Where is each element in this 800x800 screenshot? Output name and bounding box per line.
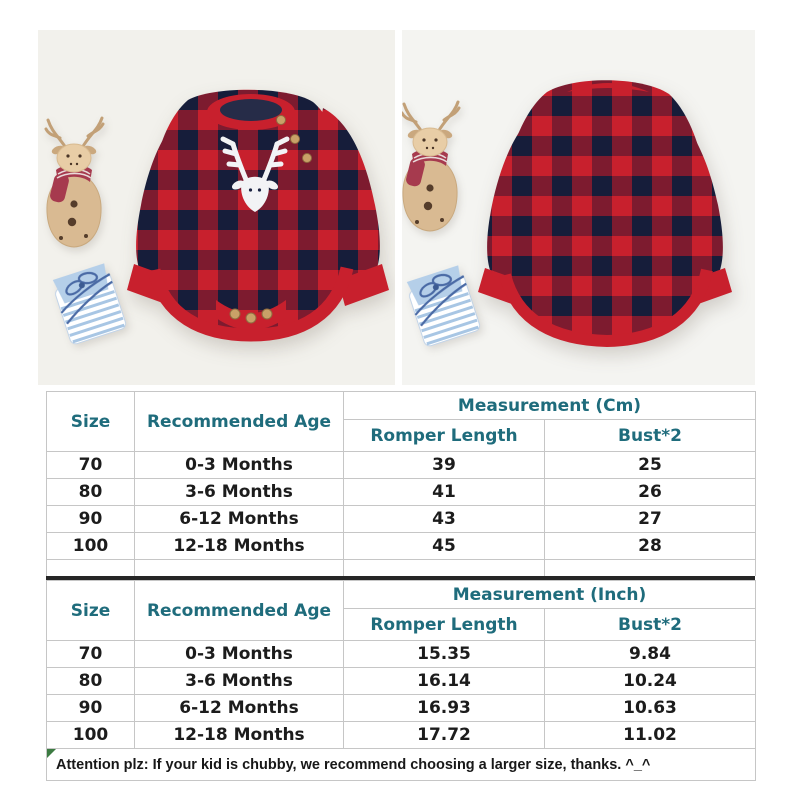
bust-column-header: Bust*2: [544, 419, 756, 452]
cell-size: 80: [46, 667, 135, 695]
table-row: 80 3-6 Months 16.14 10.24: [46, 667, 756, 695]
cell-length: 17.72: [343, 721, 545, 749]
gift-bow-knot: [78, 282, 85, 289]
ornament-face-dots: [66, 154, 82, 166]
ornament-head: [56, 143, 92, 173]
table-header-row: Size Recommended Age Measurement (Inch): [46, 580, 756, 641]
attention-note-text: Attention plz: If your kid is chubby, we…: [56, 756, 651, 773]
size-table-cm: Size Recommended Age Measurement (Cm) Ro…: [46, 391, 756, 576]
attention-row: Attention plz: If your kid is chubby, we…: [46, 748, 756, 781]
cell-age: 6-12 Months: [134, 694, 344, 722]
cell-length: 43: [343, 505, 545, 533]
cell-age: 3-6 Months: [134, 667, 344, 695]
age-column-header: Recommended Age: [134, 580, 344, 641]
table-row: 100 12-18 Months 17.72 11.02: [46, 721, 756, 749]
ornament-antlers: [44, 116, 105, 150]
crotch-buttons: [229, 308, 273, 324]
reindeer-ornament: [402, 100, 461, 232]
romper-front-illustration: [127, 89, 389, 342]
cell-size: 70: [46, 640, 135, 668]
romper-front-photo: [38, 30, 395, 385]
back-neckband: [567, 83, 649, 92]
table-row: 90 6-12 Months 43 27: [46, 505, 756, 533]
age-column-header: Recommended Age: [134, 391, 344, 452]
gift-stripes: [60, 290, 125, 344]
gift-box: [43, 255, 134, 353]
cell-bust: 11.02: [544, 721, 756, 749]
cell-bust: 28: [544, 532, 756, 560]
cell-length: 41: [343, 478, 545, 506]
cell-bust: 9.84: [544, 640, 756, 668]
cell-length: 45: [343, 532, 545, 560]
table-subheader-row: Romper Length Bust*2: [47, 608, 756, 641]
cell-age: 6-12 Months: [134, 505, 344, 533]
product-photos: [38, 30, 755, 385]
size-table-inch: Size Recommended Age Measurement (Inch) …: [46, 580, 756, 781]
table-header-row: Size Recommended Age Measurement (Cm): [46, 391, 756, 452]
cell-bust: 26: [544, 478, 756, 506]
size-column-header: Size: [46, 391, 135, 452]
cell-size: 70: [46, 451, 135, 479]
cell-bust: 10.63: [544, 694, 756, 722]
bust-column-header: Bust*2: [544, 608, 756, 641]
cell-bust: 27: [544, 505, 756, 533]
romper-back-illustration: [478, 80, 732, 348]
table-row: 70 0-3 Months 15.35 9.84: [46, 640, 756, 668]
measurement-inch-header: Measurement (Inch): [343, 580, 756, 609]
length-column-header: Romper Length: [343, 608, 545, 641]
table-row: 80 3-6 Months 41 26: [46, 478, 756, 506]
front-hem: [147, 266, 354, 342]
size-column-header: Size: [46, 580, 135, 641]
cell-bust: 25: [544, 451, 756, 479]
attention-note: Attention plz: If your kid is chubby, we…: [46, 748, 756, 781]
cell-bust: 10.24: [544, 667, 756, 695]
measurement-cm-header: Measurement (Cm): [343, 391, 756, 420]
romper-back-photo: [402, 30, 755, 385]
cell-size: 100: [46, 532, 135, 560]
table-row: 100 12-18 Months 45 28: [46, 532, 756, 560]
cell-age: 0-3 Months: [134, 451, 344, 479]
reindeer-motif: [220, 136, 290, 212]
table-row: 90 6-12 Months 16.93 10.63: [46, 694, 756, 722]
back-body: [500, 80, 710, 339]
shoulder-buttons: [276, 115, 312, 163]
comment-corner-marker: [47, 749, 56, 758]
table-row: 70 0-3 Months 39 25: [46, 451, 756, 479]
back-hem: [499, 268, 713, 348]
table-divider: [46, 576, 755, 580]
gift-box: [402, 257, 489, 355]
gift-box-illustration: [52, 263, 127, 345]
ornament-buttons: [59, 200, 88, 240]
reindeer-ornament: [44, 116, 105, 248]
cell-size: 100: [46, 721, 135, 749]
cell-size: 90: [46, 694, 135, 722]
cell-size: 90: [46, 505, 135, 533]
empty-row: [46, 559, 756, 576]
cell-length: 15.35: [343, 640, 545, 668]
length-column-header: Romper Length: [343, 419, 545, 452]
cell-length: 39: [343, 451, 545, 479]
front-body: [148, 89, 352, 332]
cell-length: 16.14: [343, 667, 545, 695]
cell-age: 0-3 Months: [134, 640, 344, 668]
cell-age: 12-18 Months: [134, 532, 344, 560]
cell-length: 16.93: [343, 694, 545, 722]
cell-size: 80: [46, 478, 135, 506]
cell-age: 3-6 Months: [134, 478, 344, 506]
front-neck-opening: [220, 99, 282, 121]
size-tables: Size Recommended Age Measurement (Cm) Ro…: [46, 391, 756, 781]
cell-age: 12-18 Months: [134, 721, 344, 749]
